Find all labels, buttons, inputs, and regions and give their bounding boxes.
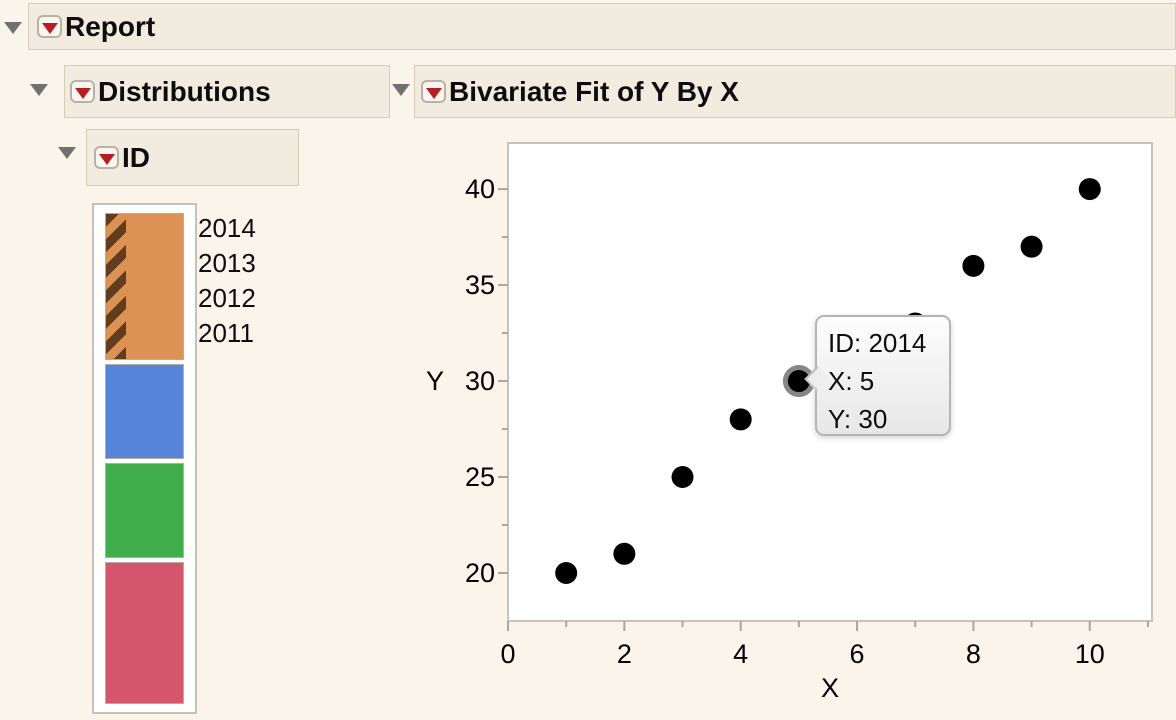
x-axis-tick-label: 6	[850, 639, 865, 669]
bivariate-title: Bivariate Fit of Y By X	[449, 75, 739, 107]
tooltip-line-id: ID: 2014	[828, 328, 927, 358]
bivariate-disclosure-triangle[interactable]	[392, 84, 410, 96]
id-title: ID	[122, 141, 150, 173]
mosaic-segment-2013[interactable]	[105, 363, 184, 460]
data-point[interactable]	[1020, 235, 1043, 258]
data-point[interactable]	[555, 562, 578, 585]
distributions-header-bar: Distributions	[64, 65, 390, 118]
mosaic-segment-label: 2011	[198, 318, 254, 348]
x-axis-tick-label: 2	[617, 639, 632, 669]
mosaic-axis-labels: 2014 2013 2012 2011	[198, 213, 308, 704]
id-header-bar: ID	[86, 129, 299, 186]
x-axis-tick-label: 0	[500, 639, 515, 669]
x-axis-tick-label: 4	[733, 639, 748, 669]
data-point[interactable]	[729, 408, 752, 431]
y-axis-tick-label: 35	[465, 270, 495, 300]
mosaic-segment-2012[interactable]	[105, 463, 184, 559]
y-axis-tick-label: 25	[465, 462, 495, 492]
report-header-bar: Report	[28, 3, 1176, 50]
mosaic-segment-2011[interactable]	[105, 562, 184, 704]
id-disclosure-triangle[interactable]	[58, 147, 76, 159]
mosaic-plot	[105, 213, 184, 704]
x-axis-tick-label: 8	[966, 639, 981, 669]
mosaic-segment-label: 2012	[198, 283, 256, 313]
mosaic-segment-2014[interactable]	[105, 213, 184, 360]
data-point-highlighted[interactable]	[787, 370, 810, 393]
red-triangle-icon	[74, 87, 91, 99]
data-point[interactable]	[1078, 178, 1101, 201]
distributions-red-triangle-menu[interactable]	[70, 80, 95, 103]
y-axis-tick-label: 30	[465, 366, 495, 396]
y-axis-label: Y	[426, 366, 444, 396]
report-red-triangle-menu[interactable]	[37, 15, 62, 38]
x-axis-label: X	[821, 673, 839, 703]
red-triangle-icon	[98, 153, 115, 165]
y-axis-tick-label: 20	[465, 558, 495, 588]
y-axis-tick-label: 40	[465, 174, 495, 204]
selection-hatch-pattern	[106, 214, 127, 359]
distributions-title: Distributions	[98, 75, 271, 107]
data-point[interactable]	[962, 254, 985, 277]
red-triangle-icon	[41, 22, 58, 34]
tooltip-line-x: X: 5	[828, 366, 875, 396]
bivariate-red-triangle-menu[interactable]	[421, 80, 446, 103]
data-point-tooltip: ID: 2014 X: 5 Y: 30	[804, 315, 951, 436]
tooltip-line-y: Y: 30	[828, 404, 888, 434]
distributions-disclosure-triangle[interactable]	[30, 84, 48, 96]
report-disclosure-triangle[interactable]	[4, 22, 22, 34]
data-point[interactable]	[613, 542, 636, 565]
data-point[interactable]	[671, 466, 694, 489]
mosaic-segment-label: 2014	[198, 213, 256, 243]
mosaic-segment-label: 2013	[198, 248, 256, 278]
x-axis-tick-label: 10	[1075, 639, 1105, 669]
bivariate-header-bar: Bivariate Fit of Y By X	[414, 65, 1176, 118]
red-triangle-icon	[425, 87, 442, 99]
report-title: Report	[65, 10, 156, 42]
id-red-triangle-menu[interactable]	[94, 146, 119, 169]
